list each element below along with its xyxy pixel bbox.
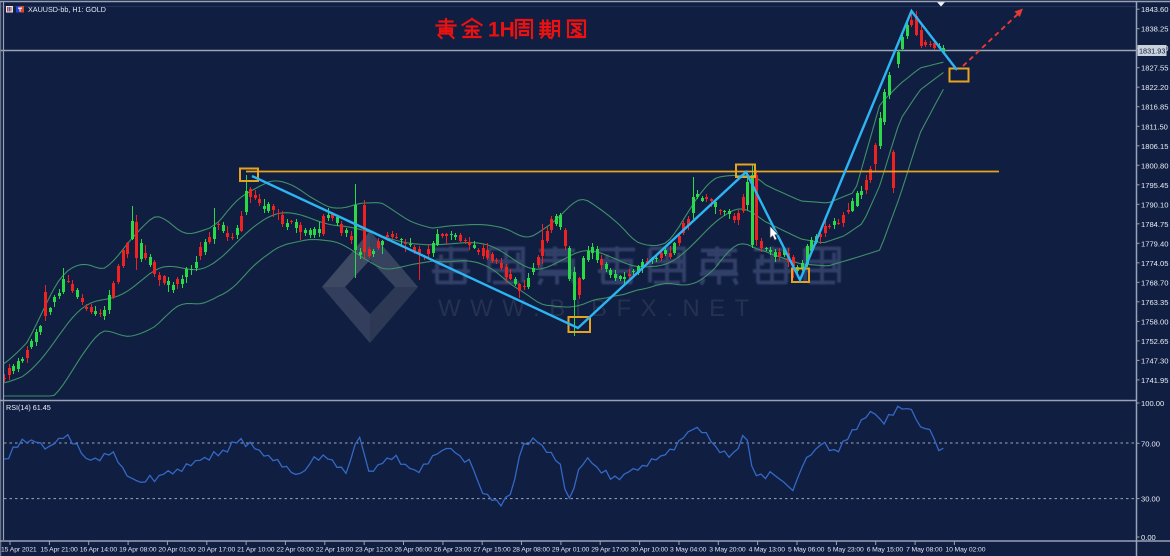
- svg-text:20 Apr 17:00: 20 Apr 17:00: [198, 547, 236, 554]
- svg-text:1827.55: 1827.55: [1141, 64, 1168, 73]
- svg-text:1763.35: 1763.35: [1141, 298, 1168, 307]
- svg-text:22 Apr 03:00: 22 Apr 03:00: [276, 547, 314, 554]
- svg-text:23 Apr 12:00: 23 Apr 12:00: [355, 547, 393, 554]
- svg-text:30 Apr 10:00: 30 Apr 10:00: [631, 547, 669, 554]
- svg-text:15 Apr 2021: 15 Apr 2021: [1, 547, 37, 554]
- svg-text:3 May 04:00: 3 May 04:00: [670, 547, 707, 554]
- svg-text:26 Apr 23:00: 26 Apr 23:00: [434, 547, 472, 554]
- svg-text:XAUUSD-bb, H1: GOLD: XAUUSD-bb, H1: GOLD: [28, 5, 106, 14]
- svg-text:1752.65: 1752.65: [1141, 337, 1168, 346]
- svg-text:1800.80: 1800.80: [1141, 161, 1168, 170]
- svg-text:1779.40: 1779.40: [1141, 239, 1168, 248]
- svg-text:1H: 1H: [488, 19, 515, 42]
- svg-text:1811.50: 1811.50: [1141, 122, 1168, 131]
- svg-text:6 May 15:00: 6 May 15:00: [867, 547, 904, 554]
- svg-text:27 Apr 15:00: 27 Apr 15:00: [473, 547, 511, 554]
- svg-text:1790.10: 1790.10: [1141, 200, 1168, 209]
- svg-text:15 Apr 21:00: 15 Apr 21:00: [40, 547, 78, 554]
- svg-text:1758.00: 1758.00: [1141, 317, 1168, 326]
- svg-text:20 Apr 01:00: 20 Apr 01:00: [158, 547, 196, 554]
- svg-text:5 May 23:00: 5 May 23:00: [827, 547, 864, 554]
- svg-text:22 Apr 19:00: 22 Apr 19:00: [316, 547, 354, 554]
- svg-text:1816.85: 1816.85: [1141, 103, 1168, 112]
- svg-text:16 Apr 14:00: 16 Apr 14:00: [80, 547, 118, 554]
- svg-text:1843.60: 1843.60: [1141, 5, 1168, 14]
- svg-text:70.00: 70.00: [1141, 439, 1160, 448]
- svg-text:1768.70: 1768.70: [1141, 278, 1168, 287]
- svg-text:WWW.BIBFX.NET: WWW.BIBFX.NET: [438, 295, 759, 322]
- svg-text:1741.95: 1741.95: [1141, 376, 1168, 385]
- svg-text:1784.75: 1784.75: [1141, 220, 1168, 229]
- svg-text:29 Apr 01:00: 29 Apr 01:00: [552, 547, 590, 554]
- svg-text:26 Apr 06:00: 26 Apr 06:00: [395, 547, 433, 554]
- svg-text:5 May 06:00: 5 May 06:00: [788, 547, 825, 554]
- svg-text:1822.20: 1822.20: [1141, 83, 1168, 92]
- svg-text:4 May 13:00: 4 May 13:00: [749, 547, 786, 554]
- svg-text:1806.15: 1806.15: [1141, 142, 1168, 151]
- svg-text:1831.93: 1831.93: [1139, 46, 1165, 55]
- svg-text:0.00: 0.00: [1141, 533, 1156, 542]
- svg-text:1838.25: 1838.25: [1141, 25, 1168, 34]
- svg-text:10 May 02:00: 10 May 02:00: [945, 547, 985, 554]
- svg-text:1795.45: 1795.45: [1141, 181, 1168, 190]
- svg-text:1747.30: 1747.30: [1141, 356, 1168, 365]
- svg-text:3 May 20:00: 3 May 20:00: [709, 547, 746, 554]
- svg-text:1774.05: 1774.05: [1141, 259, 1168, 268]
- svg-text:7 May 08:00: 7 May 08:00: [906, 547, 943, 554]
- svg-text:19 Apr 08:00: 19 Apr 08:00: [119, 547, 157, 554]
- svg-text:29 Apr 17:00: 29 Apr 17:00: [591, 547, 629, 554]
- svg-text:RSI(14) 61.45: RSI(14) 61.45: [6, 403, 51, 412]
- svg-text:21 Apr 10:00: 21 Apr 10:00: [237, 547, 275, 554]
- svg-text:28 Apr 08:00: 28 Apr 08:00: [513, 547, 551, 554]
- svg-text:100.00: 100.00: [1141, 399, 1164, 408]
- svg-text:30.00: 30.00: [1141, 495, 1160, 504]
